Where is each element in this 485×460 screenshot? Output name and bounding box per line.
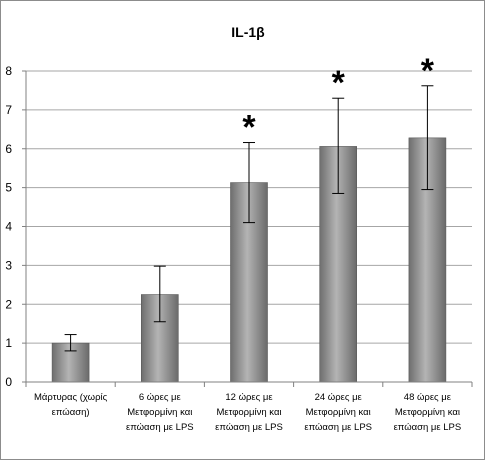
x-category-label: 48 ώρες με Μετφορμίνη και επώαση με LPS xyxy=(394,392,462,433)
y-tick-label: 7 xyxy=(5,103,12,117)
y-tick-label: 3 xyxy=(5,258,12,272)
y-tick-label: 1 xyxy=(5,336,12,350)
significance-marker: * xyxy=(332,64,346,102)
x-category-label: 24 ώρες με Μετφορμίνη και επώαση με LPS xyxy=(304,392,372,433)
chart-title: IL-1β xyxy=(231,24,265,40)
significance-marker: * xyxy=(242,109,256,147)
x-category-label: 12 ώρες με Μετφορμίνη και επώαση με LPS xyxy=(215,392,283,433)
significance-marker: * xyxy=(421,52,435,90)
y-tick-label: 8 xyxy=(5,64,12,78)
y-tick-label: 4 xyxy=(5,220,12,234)
x-category-label: 6 ώρες με Μετφορμίνη και επώαση με LPS xyxy=(126,392,194,433)
x-category-label: Μάρτυρας (χωρίς επώαση) xyxy=(34,392,108,418)
y-tick-label: 5 xyxy=(5,181,12,195)
y-tick-label: 0 xyxy=(5,375,12,389)
y-tick-label: 2 xyxy=(5,297,12,311)
y-tick-label: 6 xyxy=(5,142,12,156)
